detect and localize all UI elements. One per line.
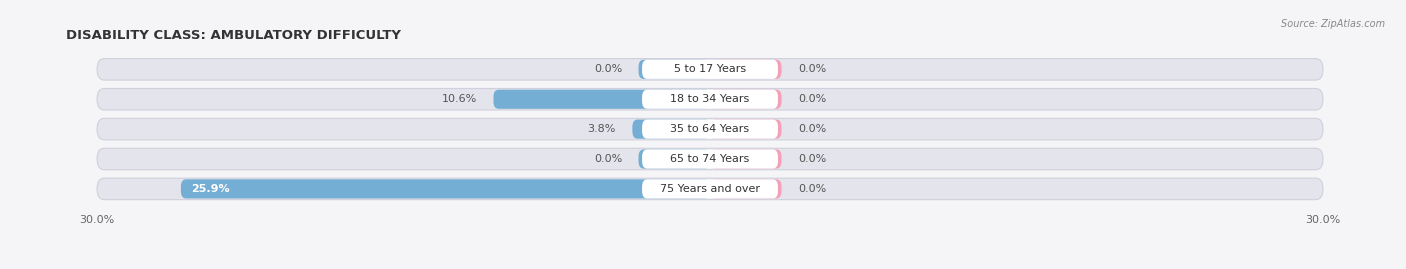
Text: 0.0%: 0.0% — [797, 94, 827, 104]
Text: 0.0%: 0.0% — [797, 124, 827, 134]
FancyBboxPatch shape — [643, 60, 778, 79]
Text: 3.8%: 3.8% — [588, 124, 616, 134]
FancyBboxPatch shape — [181, 179, 710, 199]
Text: Source: ZipAtlas.com: Source: ZipAtlas.com — [1281, 19, 1385, 29]
FancyBboxPatch shape — [97, 118, 1323, 140]
Text: DISABILITY CLASS: AMBULATORY DIFFICULTY: DISABILITY CLASS: AMBULATORY DIFFICULTY — [66, 29, 402, 43]
FancyBboxPatch shape — [97, 178, 1323, 200]
FancyBboxPatch shape — [643, 90, 778, 109]
FancyBboxPatch shape — [643, 179, 778, 199]
FancyBboxPatch shape — [97, 148, 1323, 170]
Text: 18 to 34 Years: 18 to 34 Years — [671, 94, 749, 104]
FancyBboxPatch shape — [638, 150, 710, 169]
FancyBboxPatch shape — [638, 60, 710, 79]
FancyBboxPatch shape — [710, 150, 782, 169]
FancyBboxPatch shape — [633, 119, 710, 139]
FancyBboxPatch shape — [97, 89, 1323, 110]
Text: 25.9%: 25.9% — [191, 184, 229, 194]
FancyBboxPatch shape — [710, 60, 782, 79]
FancyBboxPatch shape — [643, 150, 778, 169]
FancyBboxPatch shape — [494, 90, 710, 109]
Text: 0.0%: 0.0% — [797, 184, 827, 194]
Text: 0.0%: 0.0% — [593, 64, 623, 74]
Text: 65 to 74 Years: 65 to 74 Years — [671, 154, 749, 164]
FancyBboxPatch shape — [643, 119, 778, 139]
FancyBboxPatch shape — [710, 179, 782, 199]
FancyBboxPatch shape — [710, 119, 782, 139]
Text: 0.0%: 0.0% — [593, 154, 623, 164]
Text: 5 to 17 Years: 5 to 17 Years — [673, 64, 747, 74]
Text: 35 to 64 Years: 35 to 64 Years — [671, 124, 749, 134]
Text: 0.0%: 0.0% — [797, 64, 827, 74]
Text: 75 Years and over: 75 Years and over — [659, 184, 761, 194]
Text: 10.6%: 10.6% — [441, 94, 477, 104]
Text: 0.0%: 0.0% — [797, 154, 827, 164]
FancyBboxPatch shape — [710, 90, 782, 109]
FancyBboxPatch shape — [97, 59, 1323, 80]
